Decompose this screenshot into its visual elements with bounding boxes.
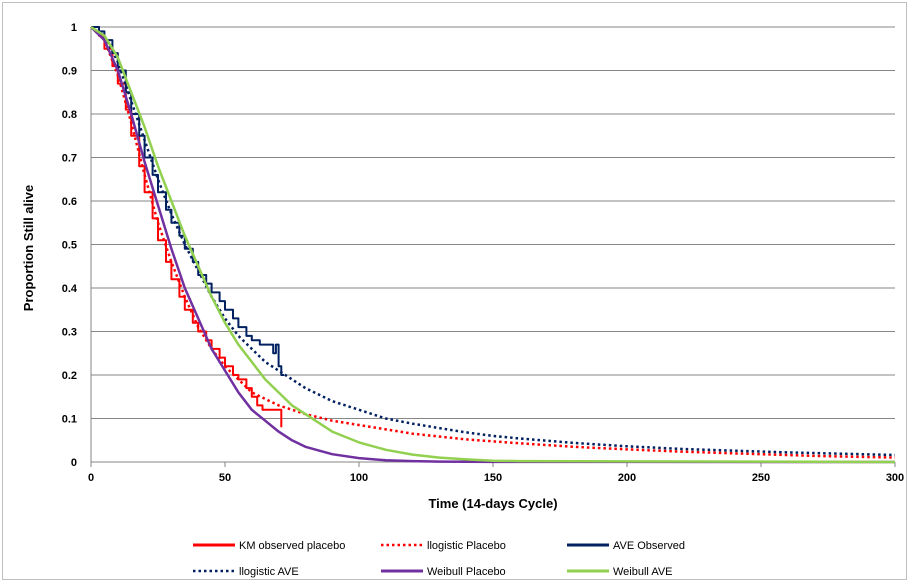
series-lines bbox=[90, 25, 896, 464]
survival-chart: 0 0.1 0.2 0.3 0.4 0.5 0.6 0.7 0.8 0.9 1 0 50 100 150 2… bbox=[21, 22, 904, 578]
chart-frame: 0 0.1 0.2 0.3 0.4 0.5 0.6 0.7 0.8 0.9 1 0 50 100 150 2… bbox=[2, 2, 907, 580]
y-tick-label: 0.6 bbox=[62, 196, 77, 208]
legend: KM observed placebo llogistic Placebo AVE … bbox=[193, 540, 685, 578]
y-tick-label: 1 bbox=[71, 22, 77, 34]
y-tick-labels: 0 0.1 0.2 0.3 0.4 0.5 0.6 0.7 0.8 0.9 1 bbox=[62, 22, 78, 469]
y-tick-label: 0 bbox=[71, 457, 77, 469]
y-tick-label: 0.5 bbox=[62, 240, 77, 252]
y-tick-label: 0.7 bbox=[62, 153, 77, 165]
x-tick-label: 250 bbox=[752, 472, 770, 484]
series-line-llogistic-ave bbox=[90, 25, 896, 457]
legend-label: KM observed placebo bbox=[239, 540, 345, 552]
series-line-km-observed-placebo bbox=[91, 26, 283, 428]
x-axis-label: Time (14-days Cycle) bbox=[428, 496, 557, 511]
y-tick-label: 0.1 bbox=[62, 414, 77, 426]
legend-label: llogistic AVE bbox=[239, 566, 299, 578]
legend-label: llogistic Placebo bbox=[427, 540, 506, 552]
y-tick-label: 0.4 bbox=[62, 283, 78, 295]
series-line-weibull-placebo bbox=[90, 26, 896, 464]
y-tick-label: 0.3 bbox=[62, 327, 77, 339]
y-tick-label: 0.9 bbox=[62, 66, 77, 78]
x-tick-label: 300 bbox=[886, 472, 904, 484]
series-line-llogistic-placebo bbox=[90, 26, 896, 459]
x-tick-label: 50 bbox=[219, 472, 231, 484]
legend-label: AVE Observed bbox=[613, 540, 685, 552]
x-tick-label: 150 bbox=[484, 472, 502, 484]
y-tick-label: 0.2 bbox=[62, 370, 77, 382]
gridlines bbox=[91, 26, 895, 463]
legend-label: Weibull AVE bbox=[613, 566, 673, 578]
x-tick-label: 200 bbox=[618, 472, 636, 484]
legend-label: Weibull Placebo bbox=[427, 566, 506, 578]
y-axis-label: Proportion Still alive bbox=[21, 185, 36, 311]
x-tick-labels: 0 50 100 150 200 250 300 bbox=[88, 472, 904, 484]
x-tick-label: 100 bbox=[350, 472, 368, 484]
axes bbox=[90, 27, 896, 467]
x-tick-label: 0 bbox=[88, 472, 94, 484]
series-line-weibull-ave bbox=[90, 25, 896, 464]
y-tick-label: 0.8 bbox=[62, 109, 77, 121]
